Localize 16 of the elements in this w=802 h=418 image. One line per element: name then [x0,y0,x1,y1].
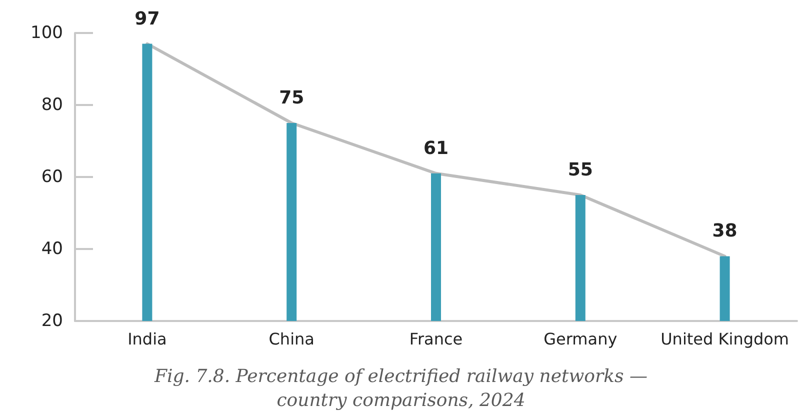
caption: Fig. 7.8. Percentage of electrified railway networks — country comparisons, 2024 [153,365,648,413]
x-tick-label: Germany [544,330,618,348]
data-label: 55 [568,160,593,180]
data-label: 38 [712,220,738,242]
x-tick-label: France [409,330,463,348]
data-label: 75 [279,88,304,108]
x-tick-label: India [128,330,167,348]
y-tick-label: 40 [41,239,63,259]
x-tick-label: China [268,330,314,348]
data-label: 97 [134,8,160,30]
y-tick-label: 100 [30,23,63,43]
y-tick-label: 20 [41,311,63,331]
y-tick-label: 80 [41,95,63,115]
x-tick-label: United Kingdom [660,330,790,348]
data-label: 61 [423,138,449,159]
y-tick-label: 60 [41,167,63,187]
